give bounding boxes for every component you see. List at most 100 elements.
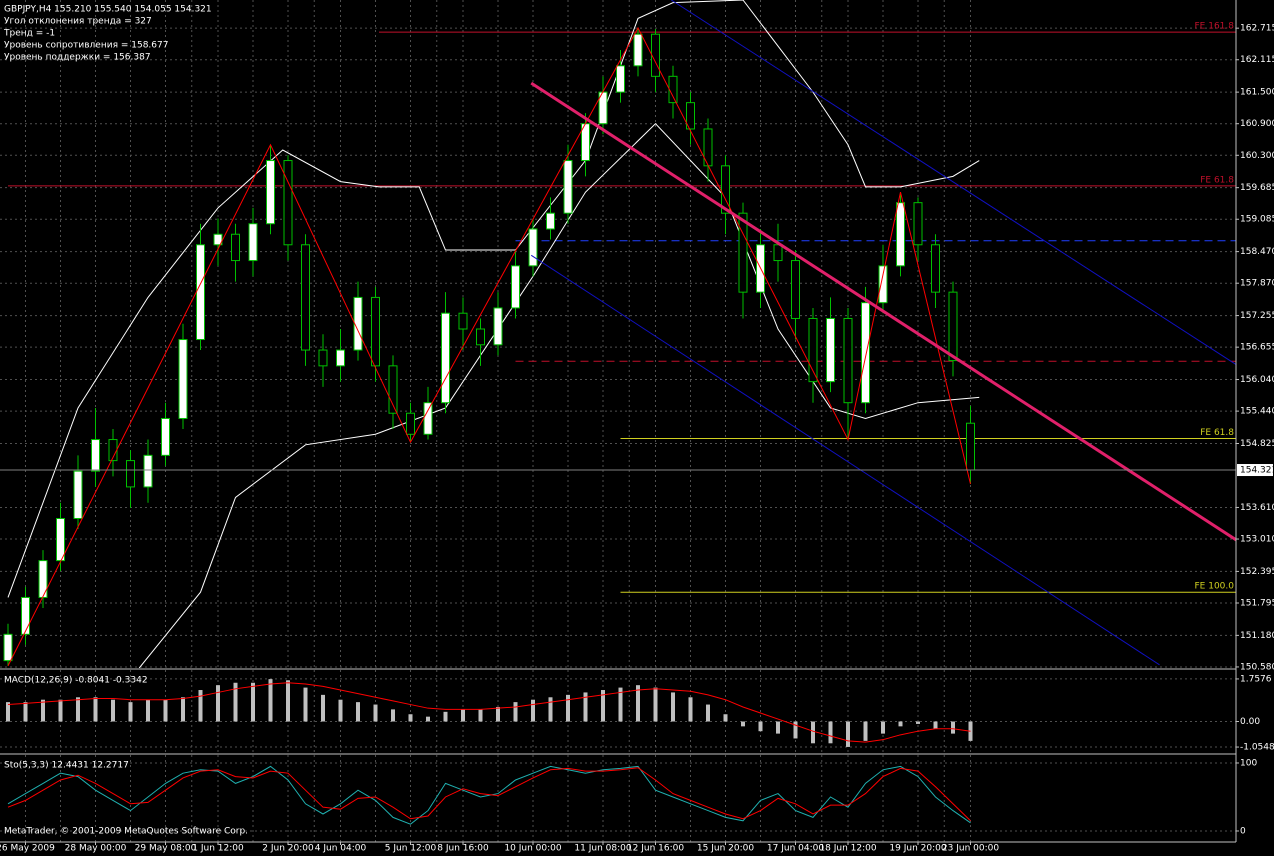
candle-body [301, 244, 310, 351]
x-tick-label: 17 Jun 04:00 [767, 844, 824, 854]
y-tick-label: 100 [1240, 758, 1257, 768]
macd-bar [76, 697, 80, 722]
price-plot [0, 0, 1236, 668]
trend-line [670, 0, 1236, 366]
macd-bar [111, 699, 115, 722]
macd-bar [426, 716, 430, 722]
macd-bar [601, 690, 605, 722]
y-tick-label: 162.115 [1240, 55, 1274, 65]
x-tick-label: 2 Jun 20:00 [262, 844, 314, 854]
macd-bar [303, 687, 308, 722]
candle-body [896, 202, 905, 267]
macd-bar [128, 702, 133, 722]
candle-body [773, 244, 783, 262]
candle-body [651, 33, 660, 77]
macd-bar [776, 721, 780, 734]
macd-bar [636, 685, 640, 722]
candle-body [861, 302, 870, 404]
macd-bar [496, 706, 500, 722]
candle-body [808, 317, 818, 383]
macd-bar [513, 702, 518, 722]
candle-body [371, 296, 380, 367]
price-label: 154.321 [1240, 466, 1274, 476]
x-tick-label: 18 Jun 12:00 [819, 844, 876, 854]
labels: GBPJPY,H4 155.210 155.540 154.055 154.32… [3, 5, 1234, 837]
x-tick-label: 19 Jun 20:00 [889, 844, 946, 854]
candle-body [91, 439, 100, 472]
y-tick-label: 156.040 [1240, 375, 1274, 385]
candle-body [353, 296, 363, 351]
macd-bar [566, 694, 570, 722]
macd-bar [548, 697, 553, 722]
macd-bar [408, 714, 413, 722]
macd-signal [7, 682, 971, 743]
candle-body [511, 265, 520, 309]
info-text: Уровень поддержки = 156.387 [4, 53, 151, 63]
candle-body [441, 312, 450, 404]
y-tick-label: 157.255 [1240, 311, 1274, 321]
macd-bar [811, 721, 815, 744]
candle-body [21, 596, 30, 635]
macd-bar [268, 679, 273, 722]
macd-bar [583, 692, 588, 722]
candle-body [248, 223, 258, 262]
candle-body [843, 317, 853, 404]
stochastic-signal [7, 767, 971, 822]
macd-bar [443, 711, 448, 722]
x-tick-label: 4 Jun 04:00 [315, 844, 367, 854]
candle-body [721, 165, 730, 214]
candle-body [738, 212, 748, 293]
candle-body [143, 454, 153, 488]
macd-bar [863, 721, 868, 741]
macd-bar [846, 721, 850, 747]
candle-body [231, 233, 240, 262]
y-tick-label: 0 [1240, 826, 1246, 836]
candle-body [336, 349, 345, 367]
trend-line [530, 254, 1160, 666]
copyright: MetaTrader, © 2001-2009 MetaQuotes Softw… [4, 827, 248, 837]
y-tick-label: 159.685 [1240, 183, 1274, 193]
y-tick-label: 151.180 [1240, 631, 1274, 641]
price-label-box [1237, 464, 1273, 477]
candle-body [266, 160, 275, 225]
y-tick-label: 152.395 [1240, 567, 1274, 577]
candle-body [318, 349, 328, 367]
candle-body [931, 244, 940, 293]
band-line [138, 122, 980, 668]
macd-bar [216, 685, 220, 722]
level-label: FE 100.0 [1195, 582, 1235, 592]
y-tick-label: 155.440 [1240, 407, 1274, 417]
level-label: FE 161.8 [1195, 22, 1235, 32]
panels: 162.715 162.115 161.500 160.900 160.300 159.6… [0, 24, 1274, 854]
y-tick-label: 154.825 [1240, 439, 1274, 449]
x-tick-label: 12 Jun 16:00 [627, 844, 684, 854]
macd-bar [286, 680, 290, 722]
macd-bar [916, 721, 920, 724]
candle-body [476, 328, 485, 346]
y-tick-label: 156.655 [1240, 343, 1274, 353]
x-tick-label: 1 Jun 12:00 [192, 844, 244, 854]
macd-bar [741, 721, 745, 727]
info-text: Угол отклонения тренда = 327 [4, 17, 152, 27]
candle-body [878, 265, 888, 304]
y-tick-label: 158.470 [1240, 247, 1274, 257]
y-tick-label: -1.0548 [1240, 743, 1274, 753]
stochastic-main [7, 765, 971, 825]
macd-bar [688, 697, 693, 722]
level-label: FE 61.8 [1200, 428, 1234, 438]
x-tick-label: 29 May 08:00 [135, 844, 197, 854]
macd-bar [41, 699, 45, 722]
candle-body [196, 244, 205, 341]
candle-body [388, 365, 398, 414]
candle-body [73, 470, 83, 520]
candle-body [283, 160, 293, 246]
candle-body [791, 260, 800, 319]
candle-body [633, 33, 643, 67]
macd-bar [758, 721, 763, 732]
candle-body [458, 312, 468, 330]
candle-body [178, 339, 188, 419]
y-tick-label: 162.715 [1240, 24, 1274, 34]
macd-bar [828, 721, 833, 744]
